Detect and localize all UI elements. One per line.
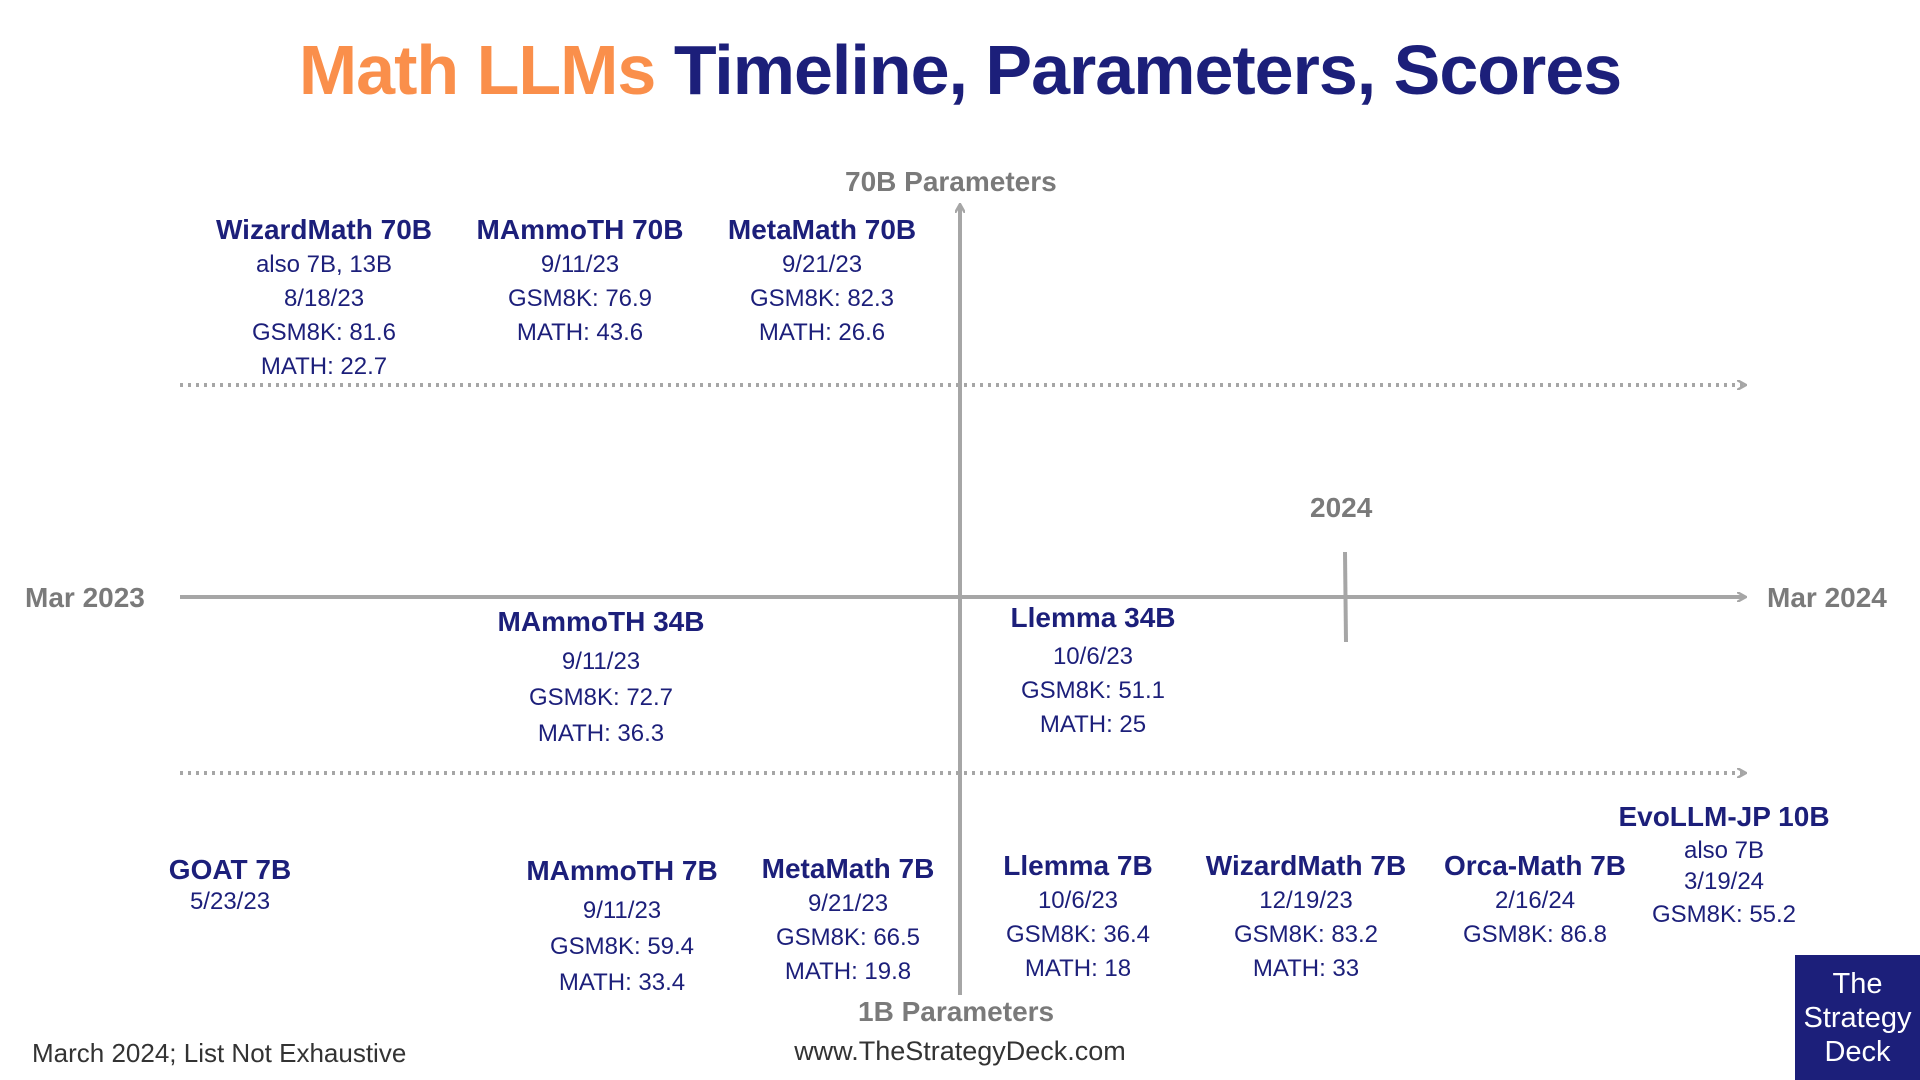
- model-gsm8k: GSM8K: 83.2: [1233, 921, 1379, 948]
- model-date: 10/6/23: [1052, 643, 1134, 670]
- model-gsm8k: GSM8K: 51.1: [1020, 677, 1166, 704]
- model-math: MATH: 22.7: [260, 353, 388, 380]
- model-card: EvoLLM-JP 10B also 7B 3/19/24 GSM8K: 55.…: [1618, 799, 1829, 932]
- model-card: MAmmoTH 70B 9/11/23 GSM8K: 76.9 MATH: 43…: [477, 212, 684, 350]
- model-gsm8k: GSM8K: 36.4: [1005, 921, 1151, 948]
- model-name: EvoLLM-JP 10B: [1618, 801, 1830, 832]
- model-date: 10/6/23: [1037, 887, 1119, 914]
- model-gsm8k: GSM8K: 82.3: [749, 285, 895, 312]
- title-rest: Timeline, Parameters, Scores: [673, 31, 1622, 109]
- year-tick: [1343, 551, 1348, 643]
- model-card: MAmmoTH 7B 9/11/23 GSM8K: 59.4 MATH: 33.…: [526, 853, 717, 1001]
- brand-line: The: [1832, 967, 1883, 1000]
- axis-label-right: Mar 2024: [1767, 582, 1887, 613]
- model-date: 12/19/23: [1259, 887, 1353, 914]
- title-accent: Math LLMs: [298, 31, 657, 109]
- model-date: 9/11/23: [561, 648, 641, 675]
- model-name: WizardMath 70B: [215, 214, 433, 245]
- model-date: 9/21/23: [807, 890, 889, 917]
- brand-line: Strategy: [1803, 1001, 1912, 1034]
- model-date: 3/19/24: [1683, 868, 1765, 895]
- model-math: MATH: 33.4: [558, 969, 686, 996]
- model-math: MATH: 26.6: [758, 319, 886, 346]
- model-card: Orca-Math 7B 2/16/24 GSM8K: 86.8: [1444, 848, 1626, 952]
- model-gsm8k: GSM8K: 81.6: [251, 319, 397, 346]
- model-card: Llemma 7B 10/6/23 GSM8K: 36.4 MATH: 18: [1003, 848, 1152, 986]
- model-name: MAmmoTH 34B: [497, 606, 705, 637]
- model-name: WizardMath 7B: [1205, 850, 1407, 881]
- model-gsm8k: GSM8K: 76.9: [507, 285, 653, 312]
- model-date: 9/21/23: [781, 251, 863, 278]
- axis-label-bottom: 1B Parameters: [858, 996, 1055, 1027]
- model-card: GOAT 7B 5/23/23: [169, 852, 291, 916]
- brand-line: Deck: [1824, 1035, 1891, 1068]
- model-date: 8/18/23: [283, 285, 365, 312]
- model-date: 9/11/23: [582, 897, 662, 924]
- model-date: 2/16/24: [1494, 887, 1576, 914]
- axis-label-top: 70B Parameters: [845, 166, 1057, 197]
- model-name: Llemma 7B: [1003, 850, 1153, 881]
- model-detail: also 7B, 13B: [255, 251, 393, 278]
- model-name: MAmmoTH 70B: [476, 214, 684, 245]
- model-gsm8k: GSM8K: 66.5: [775, 924, 921, 951]
- model-math: MATH: 36.3: [537, 720, 665, 747]
- model-date: 9/11/23: [540, 251, 620, 278]
- model-math: MATH: 43.6: [516, 319, 644, 346]
- model-math: MATH: 33: [1252, 955, 1360, 982]
- model-gsm8k: GSM8K: 55.2: [1651, 901, 1797, 928]
- footer-website: www.TheStrategyDeck.com: [794, 1036, 1126, 1066]
- model-gsm8k: GSM8K: 72.7: [528, 684, 674, 711]
- model-name: Orca-Math 7B: [1443, 850, 1627, 881]
- model-card: MetaMath 7B 9/21/23 GSM8K: 66.5 MATH: 19…: [762, 851, 935, 989]
- model-math: MATH: 18: [1024, 955, 1132, 982]
- axis-label-left: Mar 2023: [25, 582, 145, 613]
- brand-logo: The Strategy Deck: [1795, 955, 1920, 1080]
- model-card: MetaMath 70B 9/21/23 GSM8K: 82.3 MATH: 2…: [728, 212, 916, 350]
- model-math: MATH: 25: [1039, 711, 1147, 738]
- model-gsm8k: GSM8K: 86.8: [1462, 921, 1608, 948]
- model-name: MetaMath 7B: [761, 853, 935, 884]
- model-card: WizardMath 70B also 7B, 13B 8/18/23 GSM8…: [216, 212, 432, 384]
- page-title: Math LLMs Timeline, Parameters, Scores: [0, 30, 1920, 110]
- footer-note: March 2024; List Not Exhaustive: [32, 1038, 407, 1068]
- model-name: MAmmoTH 7B: [526, 855, 718, 886]
- model-gsm8k: GSM8K: 59.4: [549, 933, 695, 960]
- model-detail: also 7B: [1683, 837, 1765, 864]
- model-name: GOAT 7B: [168, 854, 292, 885]
- model-date: 5/23/23: [189, 888, 271, 915]
- model-card: WizardMath 7B 12/19/23 GSM8K: 83.2 MATH:…: [1206, 848, 1406, 986]
- model-name: Llemma 34B: [1010, 602, 1176, 633]
- model-card: Llemma 34B 10/6/23 GSM8K: 51.1 MATH: 25: [1011, 600, 1176, 742]
- model-name: MetaMath 70B: [727, 214, 917, 245]
- axis-label-2024: 2024: [1310, 492, 1373, 523]
- model-card: MAmmoTH 34B 9/11/23 GSM8K: 72.7 MATH: 36…: [498, 604, 705, 752]
- model-math: MATH: 19.8: [784, 958, 912, 985]
